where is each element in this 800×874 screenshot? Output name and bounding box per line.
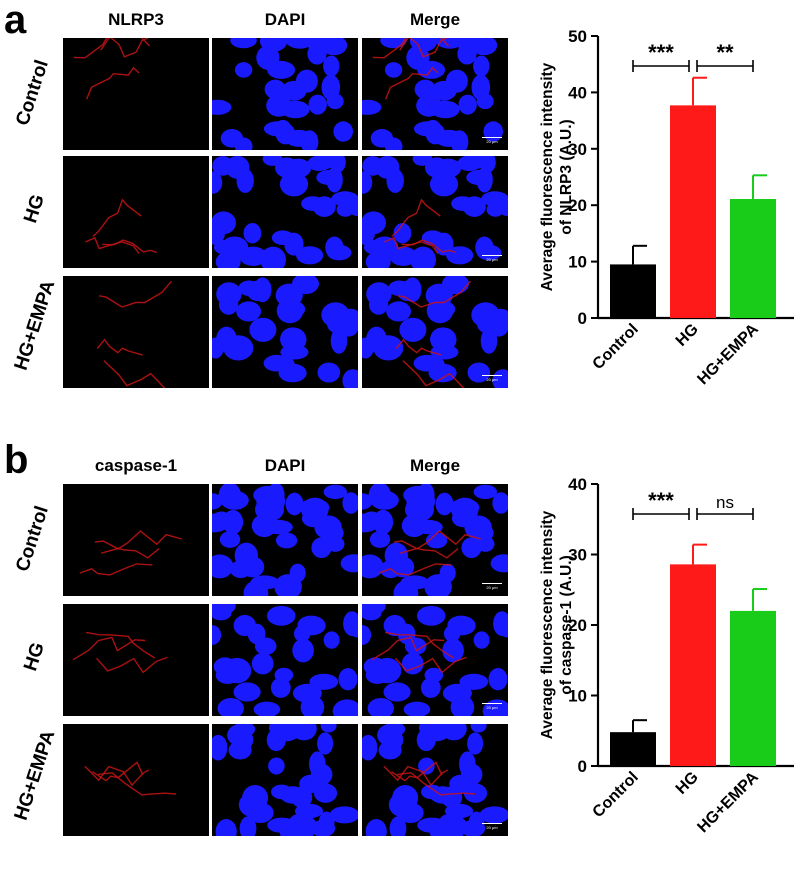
micrograph-a-row1-dapi	[212, 38, 358, 150]
panel-a-col-label-3: Merge	[409, 10, 461, 29]
chart-a-y-tick-label: 40	[568, 83, 587, 102]
panel-a-row-label-hg: HG	[20, 192, 49, 226]
chart-b-significance-label-1: ns	[716, 493, 734, 512]
scale-bar: 20 μm	[482, 703, 502, 710]
panel-b-col-label-2: DAPI	[264, 456, 306, 475]
panel-a-col-label-1: NLRP3	[108, 10, 164, 29]
chart-b-bar-0	[610, 732, 656, 766]
panel-a-col-label-2: DAPI	[264, 10, 306, 29]
micrograph-b-row1-merge: 20 μm	[362, 484, 508, 596]
chart-a-y-tick-label: 30	[568, 140, 587, 159]
chart-a-y-tick-label: 10	[568, 253, 587, 272]
panel-b-col-label-3: Merge	[409, 456, 461, 475]
panel-b-row-label-hg-empa: HG+EMPA	[10, 727, 60, 823]
scale-bar: 20 μm	[482, 137, 502, 144]
micrograph-a-row1-nlrp3	[63, 38, 209, 150]
chart-a-y-tick-label: 0	[578, 309, 587, 328]
scale-bar: 20 μm	[482, 823, 502, 830]
micrograph-a-row3-nlrp3	[63, 276, 209, 388]
chart-b-bar-2	[730, 610, 776, 766]
panel-b-letter: b	[4, 438, 29, 482]
chart-a-y-tick-label: 20	[568, 196, 587, 215]
panel-a-row-label-hg-empa: HG+EMPA	[10, 277, 60, 373]
chart-a-bar-1	[670, 105, 716, 318]
chart-a-category-label-2: HG+EMPA	[694, 320, 762, 388]
chart-a-significance-label-0: ***	[648, 40, 674, 65]
chart-a-bar-0	[610, 264, 656, 318]
micrograph-b-row3-merge: 20 μm	[362, 724, 508, 836]
chart-nlrp3-intensity: 0 10 20 30 40 50 Average fluorescence intensit…	[539, 27, 794, 388]
chart-a-y-label-line1: Average fluorescence intensity	[539, 62, 556, 291]
chart-b-y-tick-label: 30	[568, 546, 587, 565]
micrograph-b-row1-caspase1	[63, 484, 209, 596]
chart-b-y-tick-label: 20	[568, 616, 587, 635]
micrograph-a-row3-dapi	[212, 276, 358, 388]
micrograph-b-row1-dapi	[212, 484, 358, 596]
panel-a-row-label-control: Control	[12, 57, 53, 129]
chart-b-y-label-line2: of caspase-1 (A.U.)	[558, 555, 575, 695]
micrograph-a-row2-merge: 20 μm	[362, 156, 508, 268]
micrograph-a-row2-nlrp3	[63, 156, 209, 268]
chart-b-category-label-1: HG	[673, 769, 702, 798]
panel-b-row-label-hg: HG	[20, 640, 49, 674]
micrograph-a-row2-dapi	[212, 156, 358, 268]
chart-b-y-tick-label: 40	[568, 475, 587, 494]
scale-bar: 20 μm	[482, 375, 502, 382]
chart-a-y-label-line2: of NLRP3 (A.U.)	[558, 119, 575, 234]
chart-b-y-tick-label: 10	[568, 687, 587, 706]
micrograph-b-row2-caspase1	[63, 604, 209, 716]
chart-a-significance-label-1: **	[716, 40, 734, 65]
chart-b-category-label-0: Control	[590, 769, 642, 821]
chart-b-significance-label-0: ***	[648, 488, 674, 513]
chart-b-y-label-line1: Average fluorescence intensity	[539, 510, 556, 739]
scale-bar: 20 μm	[482, 583, 502, 590]
micrograph-b-row2-dapi	[212, 604, 358, 716]
panel-b-row-label-control: Control	[12, 503, 53, 575]
chart-a-category-label-0: Control	[590, 321, 642, 373]
chart-b-bar-1	[670, 564, 716, 766]
panel-b-col-label-1: caspase-1	[94, 456, 178, 475]
micrograph-b-row3-caspase1	[63, 724, 209, 836]
chart-a-bar-2	[730, 198, 776, 318]
chart-a-category-label-1: HG	[673, 321, 702, 350]
micrograph-a-row1-merge: 20 μm	[362, 38, 508, 150]
micrograph-b-row2-merge: 20 μm	[362, 604, 508, 716]
micrograph-b-row3-dapi	[212, 724, 358, 836]
scale-bar: 20 μm	[482, 255, 502, 262]
chart-b-y-tick-label: 0	[578, 757, 587, 776]
micrograph-a-row3-merge: 20 μm	[362, 276, 508, 388]
panel-a-letter: a	[4, 0, 27, 42]
chart-a-y-tick-label: 50	[568, 27, 587, 46]
chart-caspase1-intensity: 0 10 20 30 40 Average fluorescence intensity o…	[539, 475, 794, 836]
chart-b-category-label-2: HG+EMPA	[694, 768, 762, 836]
